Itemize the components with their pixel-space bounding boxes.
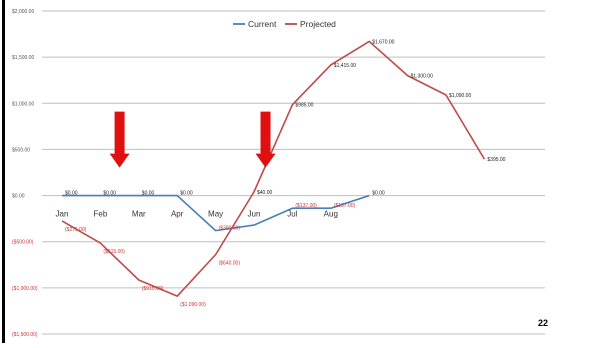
data-label: ($137.00) <box>295 203 317 209</box>
data-label: $985.00 <box>295 103 313 109</box>
data-label: $0.00 <box>103 191 116 197</box>
y-tick-label: $1,500.00 <box>12 55 34 61</box>
y-tick-label: $1,000.00 <box>12 101 34 107</box>
legend-label: Current <box>248 19 277 29</box>
data-label: ($915.00) <box>142 286 164 292</box>
data-label: $1,090.00 <box>449 93 471 99</box>
page-number: 22 <box>538 318 549 328</box>
x-tick-label: May <box>208 210 223 219</box>
data-label: $1,415.00 <box>334 63 356 69</box>
data-label: $0.00 <box>65 191 78 197</box>
y-tick-label: $0.00 <box>12 194 25 200</box>
y-tick-label: ($1,000.00) <box>12 286 38 292</box>
x-tick-label: Jun <box>248 210 261 219</box>
data-label: $40.00 <box>257 190 273 196</box>
data-label: $0.00 <box>142 191 155 197</box>
x-tick-label: Feb <box>94 210 108 219</box>
data-label: ($1,090.00) <box>180 302 206 308</box>
x-tick-label: Mar <box>132 210 146 219</box>
series-line-projected <box>61 40 486 297</box>
x-tick-label: Jul <box>287 210 297 219</box>
data-label: ($380.00) <box>219 226 241 232</box>
series-line-current <box>62 194 370 232</box>
data-label: ($275.00) <box>65 227 87 233</box>
data-label: $1,670.00 <box>372 39 394 45</box>
data-label: ($515.00) <box>103 249 125 255</box>
data-label: $0.00 <box>180 191 193 197</box>
x-tick-label: Apr <box>171 210 184 219</box>
y-tick-label: $500.00 <box>12 147 30 153</box>
data-label: ($640.00) <box>219 261 241 267</box>
x-tick-label: Aug <box>324 210 338 219</box>
data-label: $395.00 <box>487 157 505 163</box>
y-tick-label: ($1,500.00) <box>12 332 38 338</box>
y-tick-label: $2,000.00 <box>12 9 34 15</box>
data-label: $1,300.00 <box>411 74 433 80</box>
down-arrow-annotation <box>109 111 130 168</box>
y-tick-label: ($500.00) <box>12 240 34 246</box>
data-label: ($137.00) <box>334 203 356 209</box>
legend-label: Projected <box>300 19 336 29</box>
x-tick-label: Jan <box>56 210 69 219</box>
data-label: $0.00 <box>372 191 385 197</box>
down-arrow-annotation <box>255 111 276 168</box>
left-border <box>2 0 5 343</box>
